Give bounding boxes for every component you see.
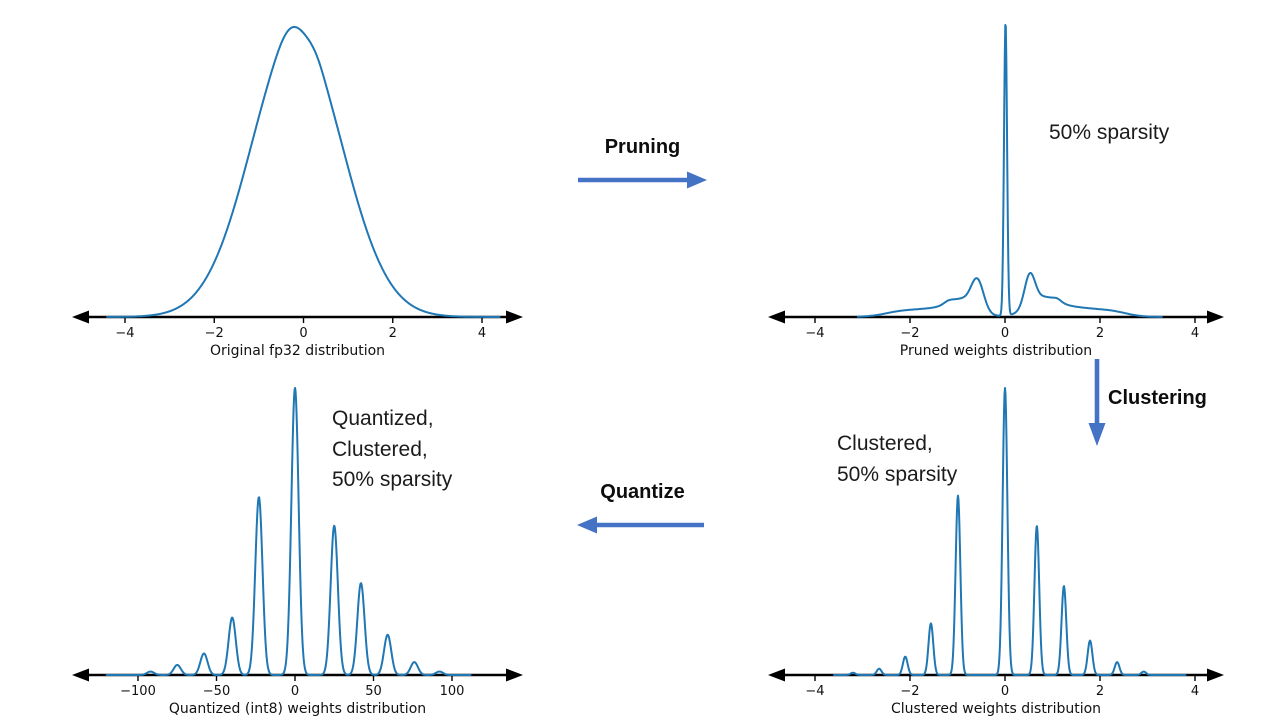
x-axis-title: Quantized (int8) weights distribution xyxy=(168,701,427,717)
x-tick-label: −2 xyxy=(900,326,920,341)
clustered-note-line1: Clustered, xyxy=(837,432,933,455)
x-axis-title: Original fp32 distribution xyxy=(209,343,386,359)
clustered-note-line2: 50% sparsity xyxy=(837,462,958,486)
axis-left-arrowhead-icon xyxy=(72,668,89,682)
quantized-plot-svg xyxy=(72,387,523,682)
x-tick-label: 2 xyxy=(1095,684,1105,699)
density-curve xyxy=(106,26,501,318)
x-axis-title: Pruned weights distribution xyxy=(899,343,1093,359)
x-axis-title: Clustered weights distribution xyxy=(890,701,1102,717)
x-tick-label: −4 xyxy=(805,684,825,699)
quantize-arrow-icon xyxy=(577,516,704,534)
x-tick-label: 2 xyxy=(388,326,397,341)
density-curve xyxy=(105,387,472,676)
pruned-sparsity-note: 50% sparsity xyxy=(1049,121,1170,144)
axis-right-arrowhead-icon xyxy=(1207,310,1224,324)
x-tick-label: −2 xyxy=(204,326,224,341)
x-tick-label: 0 xyxy=(299,326,308,341)
quantized-note: Quantized, Clustered, 50% sparsity xyxy=(332,404,452,496)
axis-left-arrowhead-icon xyxy=(768,310,785,324)
x-tick-label: 4 xyxy=(477,326,487,341)
x-tick-label: 0 xyxy=(1000,684,1010,699)
x-tick-label: −100 xyxy=(120,684,156,699)
x-tick-label: 0 xyxy=(290,684,300,699)
x-tick-label: −50 xyxy=(202,684,231,699)
clustering-arrow-icon xyxy=(1088,359,1106,446)
clustering-label: Clustering xyxy=(1108,387,1207,409)
x-tick-label: 50 xyxy=(365,684,382,699)
quantized-note-line3: 50% sparsity xyxy=(332,468,453,491)
axis-right-arrowhead-icon xyxy=(506,668,523,682)
quantize-label: Quantize xyxy=(600,481,685,503)
axis-right-arrowhead-icon xyxy=(506,310,523,324)
x-tick-label: 4 xyxy=(1190,684,1200,699)
chart-original-fp32: −4 −2 0 2 4 Original fp32 distribution xyxy=(60,5,535,359)
axis-left-arrowhead-icon xyxy=(768,668,785,682)
x-tick-label: −4 xyxy=(115,326,135,341)
pruning-arrow-icon xyxy=(578,171,707,189)
clustered-note: Clustered, 50% sparsity xyxy=(837,429,957,490)
chart-quantized-weights: −100 −50 0 50 100 Quantized (int8) weights di… xyxy=(60,363,535,717)
density-curve xyxy=(833,387,1187,676)
original-plot-svg xyxy=(72,26,523,324)
quantized-note-line2: Clustered, xyxy=(332,437,428,461)
x-tick-label: 0 xyxy=(1000,326,1010,341)
chart-clustered-weights: −4 −2 0 2 4 Clustered weights distribution xyxy=(755,363,1235,717)
quantized-note-line1: Quantized, xyxy=(332,407,434,430)
x-tick-label: −4 xyxy=(805,326,825,341)
x-tick-label: −2 xyxy=(900,684,920,699)
x-tick-label: 100 xyxy=(439,684,465,699)
pruned-plot-svg xyxy=(768,24,1224,324)
pruning-label: Pruning xyxy=(604,136,681,158)
axis-right-arrowhead-icon xyxy=(1207,668,1224,682)
x-tick-label: 2 xyxy=(1095,326,1105,341)
axis-left-arrowhead-icon xyxy=(72,310,89,324)
clustered-plot-svg xyxy=(768,387,1224,682)
chart-pruned-weights: −4 −2 0 2 4 Pruned weights distribution xyxy=(755,5,1235,359)
density-curve xyxy=(856,24,1163,318)
x-tick-label: 4 xyxy=(1190,326,1200,341)
